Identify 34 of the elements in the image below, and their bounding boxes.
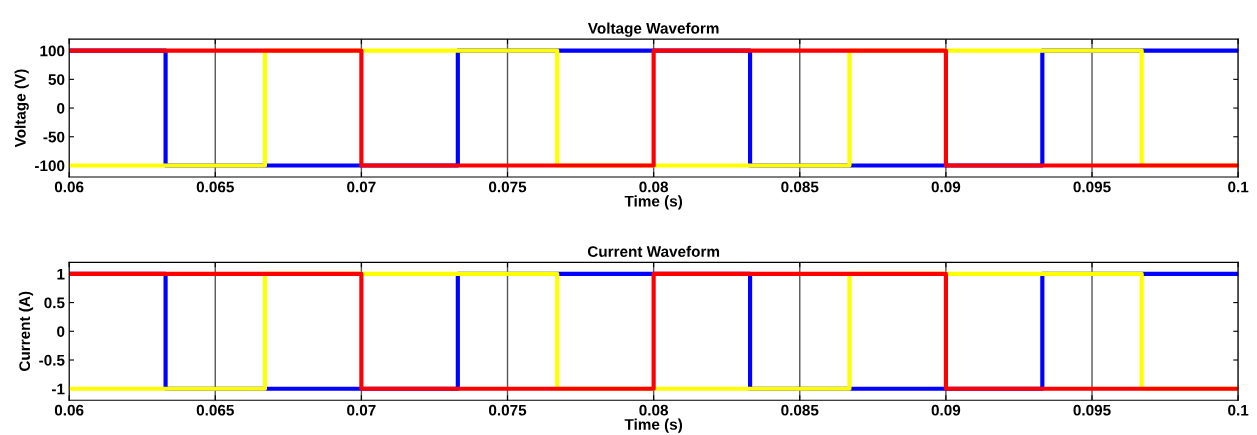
chart-title: Voltage Waveform xyxy=(587,22,719,37)
x-tick-label: 0.075 xyxy=(489,404,527,416)
x-tick-label: 0.095 xyxy=(1073,404,1111,416)
x-tick-label: 0.065 xyxy=(196,181,234,193)
x-tick-label: 0.07 xyxy=(347,181,376,193)
y-tick-label: 0 xyxy=(57,102,65,114)
x-tick-label: 0.09 xyxy=(931,404,961,416)
y-tick-label: -100 xyxy=(34,160,65,172)
y-axis-title: Voltage (V) xyxy=(14,69,29,148)
y-tick-label: -0.5 xyxy=(39,354,65,366)
x-axis-title: Time (s) xyxy=(624,195,683,210)
y-tick-label: 0.5 xyxy=(44,297,65,309)
y-tick-label: 50 xyxy=(48,74,65,86)
y-tick-label: -50 xyxy=(43,131,65,143)
x-tick-label: 0.08 xyxy=(639,404,669,416)
x-tick-label: 0.065 xyxy=(196,404,234,416)
y-tick-label: 100 xyxy=(40,45,65,57)
x-tick-label: 0.06 xyxy=(54,404,84,416)
x-tick-label: 0.09 xyxy=(931,181,961,193)
y-tick-label: -1 xyxy=(51,383,65,395)
y-axis-title: Current (A) xyxy=(18,291,34,371)
x-tick-label: 0.08 xyxy=(639,181,669,193)
x-tick-label: 0.085 xyxy=(781,404,819,416)
y-tick-label: 0 xyxy=(57,326,65,337)
x-tick-label: 0.07 xyxy=(347,404,376,416)
x-tick-label: 0.095 xyxy=(1073,181,1111,193)
x-tick-label: 0.075 xyxy=(489,181,527,193)
y-tick-label: 1 xyxy=(57,268,65,280)
x-axis-title: Time (s) xyxy=(624,418,683,433)
x-tick-label: 0.085 xyxy=(781,181,819,193)
x-tick-label: 0.06 xyxy=(54,181,84,193)
x-tick-label: 0.1 xyxy=(1228,404,1249,416)
x-tick-label: 0.1 xyxy=(1228,181,1249,193)
chart-title: Current Waveform xyxy=(587,245,720,257)
